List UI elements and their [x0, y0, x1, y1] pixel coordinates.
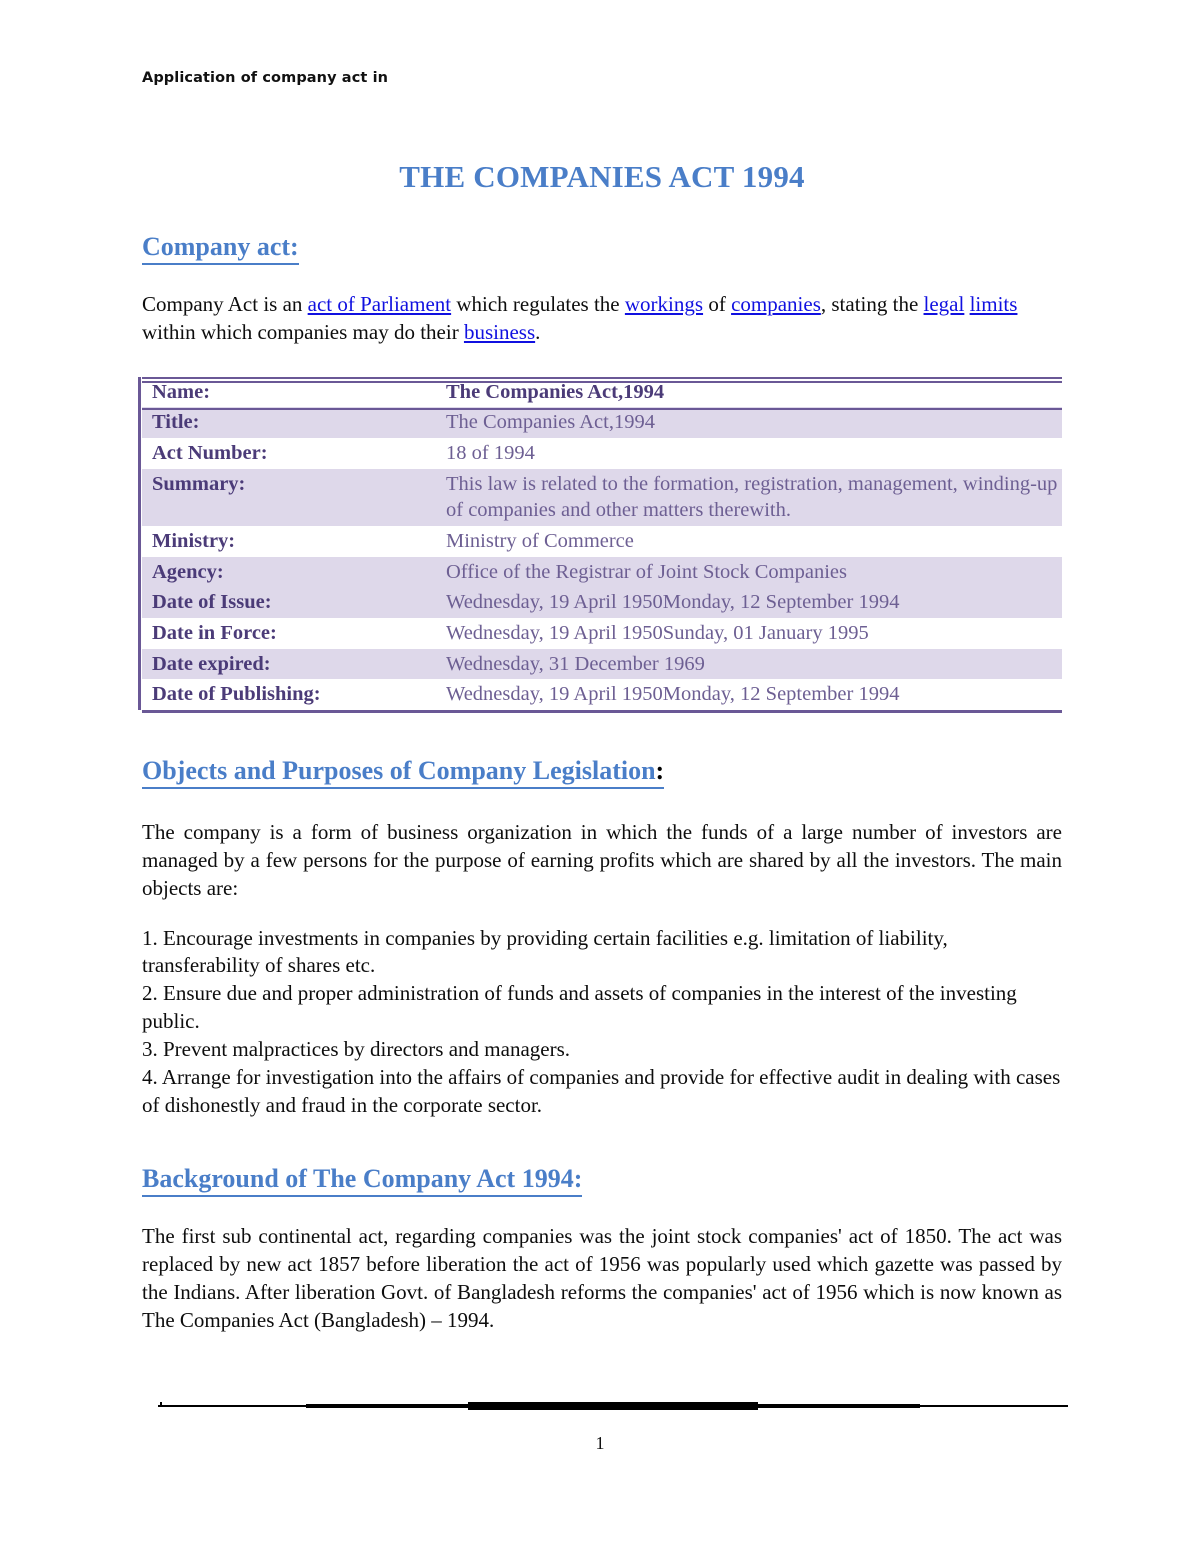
table-cell-value: Wednesday, 19 April 1950Monday, 12 Septe…	[436, 679, 1062, 710]
background-paragraph: The first sub continental act, regarding…	[142, 1223, 1062, 1332]
table-row: Date expired: Wednesday, 31 December 1969	[142, 648, 1062, 680]
heading-objects-and-purposes: Objects and Purposes of Company Legislat…	[142, 755, 665, 789]
table-row: Summary: This law is related to the forma…	[142, 468, 1062, 527]
heading-objects-colon: :	[655, 755, 665, 785]
company-act-heading-wrap: Company act:	[142, 232, 1062, 265]
objects-heading-wrap: Objects and Purposes of Company Legislat…	[142, 756, 1062, 789]
link-legal[interactable]: legal	[923, 291, 965, 316]
table-cell-value: This law is related to the formation, re…	[436, 468, 1062, 527]
table-cell-label: Date of Issue:	[142, 587, 436, 618]
table-cell-label: Title:	[142, 407, 436, 439]
table-row: Date of Publishing: Wednesday, 19 April 1…	[142, 679, 1062, 710]
table-row: Date of Issue: Wednesday, 19 April 1950Mo…	[142, 587, 1062, 618]
footer-decorative-rule	[158, 1401, 1068, 1411]
heading-company-act: Company act:	[142, 232, 299, 265]
table-cell-label: Date expired:	[142, 648, 436, 680]
table-cell-value: The Companies Act,1994	[436, 407, 1062, 439]
company-act-paragraph: Company Act is an act of Parliament whic…	[142, 291, 1062, 347]
table-cell-value: Wednesday, 19 April 1950Monday, 12 Septe…	[436, 587, 1062, 618]
text-fragment: , stating the	[820, 291, 924, 316]
table-top-rule-inner	[142, 380, 1062, 383]
table-bottom-rule	[142, 709, 1062, 713]
table-header-rule	[142, 407, 1062, 410]
table-cell-value: 18 of 1994	[436, 438, 1062, 469]
act-info-table: Name: The Companies Act,1994 Title: The Com…	[142, 376, 1062, 710]
table-cell-value: Wednesday, 19 April 1950Sunday, 01 Janua…	[436, 617, 1062, 649]
background-heading-wrap: Background of The Company Act 1994:	[142, 1164, 1062, 1197]
page-footer: 1	[0, 1385, 1200, 1475]
list-item: 1. Encourage investments in companies by…	[142, 925, 948, 978]
table-left-accent-bar	[138, 376, 141, 710]
table-cell-label: Ministry:	[142, 526, 436, 557]
table-cell-label: Summary:	[142, 468, 436, 527]
list-item: 3. Prevent malpractices by directors and…	[142, 1037, 571, 1062]
table-cell-value: Office of the Registrar of Joint Stock C…	[436, 556, 1062, 588]
table-row: Date in Force: Wednesday, 19 April 1950Su…	[142, 617, 1062, 649]
link-act-of-parliament[interactable]: act of Parliament	[307, 291, 452, 316]
table-cell-label: Agency:	[142, 556, 436, 588]
table-cell-label: Act Number:	[142, 438, 436, 469]
link-companies[interactable]: companies	[731, 291, 821, 316]
heading-background: Background of The Company Act 1994:	[142, 1164, 583, 1197]
table-row: Agency: Office of the Registrar of Joint …	[142, 556, 1062, 588]
table-cell-label: Date in Force:	[142, 617, 436, 649]
page-number: 1	[595, 1433, 605, 1453]
objects-list: 1. Encourage investments in companies by…	[142, 925, 1062, 1120]
footer-rule-line-thick	[468, 1402, 758, 1410]
table-top-rule-outer	[142, 376, 1062, 379]
objects-intro-paragraph: The company is a form of business organi…	[142, 819, 1062, 900]
text-fragment: which regulates the	[451, 291, 625, 316]
table-row: Act Number: 18 of 1994	[142, 438, 1062, 469]
text-fragment: .	[535, 319, 541, 344]
heading-objects-text: Objects and Purposes of Company Legislat…	[142, 755, 656, 785]
table-row: Title: The Companies Act,1994	[142, 407, 1062, 439]
document-content: THE COMPANIES ACT 1994 Company act: Comp…	[138, 159, 1062, 1335]
footer-rule-tick	[160, 1402, 162, 1406]
running-header: Application of company act in	[142, 70, 389, 86]
text-fragment: Company Act is an	[142, 291, 308, 316]
table-cell-value: Wednesday, 31 December 1969	[436, 648, 1062, 680]
table-cell-value: Ministry of Commerce	[436, 526, 1062, 557]
table-row: Ministry: Ministry of Commerce	[142, 526, 1062, 557]
act-info-table-block: Name: The Companies Act,1994 Title: The Com…	[138, 376, 1062, 713]
table-cell-label: Date of Publishing:	[142, 679, 436, 710]
document-title: THE COMPANIES ACT 1994	[399, 159, 805, 194]
list-item: 2. Ensure due and proper administration …	[142, 981, 1017, 1034]
text-fragment: within which companies may do their	[142, 319, 464, 344]
link-workings[interactable]: workings	[624, 291, 704, 316]
text-fragment: of	[703, 291, 732, 316]
list-item: 4. Arrange for investigation into the af…	[142, 1065, 1061, 1118]
link-business[interactable]: business	[463, 319, 536, 344]
link-limits[interactable]: limits	[969, 291, 1018, 316]
act-info-table-body: Name: The Companies Act,1994 Title: The Com…	[142, 376, 1062, 710]
